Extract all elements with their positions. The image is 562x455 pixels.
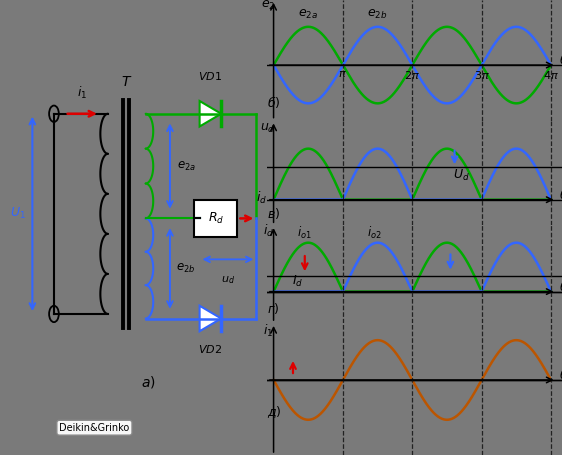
Text: $e_2$: $e_2$ xyxy=(261,0,275,12)
Text: $i_1$: $i_1$ xyxy=(263,323,273,339)
FancyBboxPatch shape xyxy=(194,200,237,237)
Text: $R_d$: $R_d$ xyxy=(208,211,224,226)
Text: $I_d$: $I_d$ xyxy=(292,273,303,288)
Text: $T$: $T$ xyxy=(121,75,132,89)
Text: $а)$: $а)$ xyxy=(141,374,156,390)
Text: $2\pi$: $2\pi$ xyxy=(404,69,420,81)
Text: $д)$: $д)$ xyxy=(268,404,282,420)
Text: $\pi$: $\pi$ xyxy=(338,69,347,79)
Text: $б)$: $б)$ xyxy=(268,94,281,110)
Text: $в)$: $в)$ xyxy=(268,206,280,221)
Text: $U_1$: $U_1$ xyxy=(10,206,25,222)
Text: $e_{2a}$: $e_{2a}$ xyxy=(298,8,318,21)
Text: $i_{o2}$: $i_{o2}$ xyxy=(367,225,382,241)
Text: $U_d$: $U_d$ xyxy=(453,167,470,182)
Text: $u_d$: $u_d$ xyxy=(260,121,276,135)
Text: $\theta$: $\theta$ xyxy=(559,54,562,67)
Text: $\theta$: $\theta$ xyxy=(559,187,562,202)
Text: $e_{2b}$: $e_{2b}$ xyxy=(368,8,388,21)
Text: $i_d$: $i_d$ xyxy=(256,190,267,206)
Text: Deikin&Grinko: Deikin&Grinko xyxy=(59,423,129,433)
Text: $i_d$: $i_d$ xyxy=(262,223,274,239)
Text: $4\pi$: $4\pi$ xyxy=(543,69,559,81)
Text: $u_d$: $u_d$ xyxy=(221,274,235,286)
Text: $3\pi$: $3\pi$ xyxy=(474,69,490,81)
Text: $e_{2a}$: $e_{2a}$ xyxy=(176,160,196,172)
Text: $\theta$: $\theta$ xyxy=(559,280,562,294)
Text: $VD2$: $VD2$ xyxy=(198,343,223,354)
Polygon shape xyxy=(200,101,221,126)
Text: $VD1$: $VD1$ xyxy=(198,70,223,81)
Text: $\theta$: $\theta$ xyxy=(559,368,562,382)
Polygon shape xyxy=(200,306,221,331)
Text: $i_{o1}$: $i_{o1}$ xyxy=(297,225,312,241)
Text: $i_1$: $i_1$ xyxy=(77,85,87,101)
Text: $e_{2b}$: $e_{2b}$ xyxy=(176,262,196,275)
Text: $г)$: $г)$ xyxy=(268,301,280,316)
